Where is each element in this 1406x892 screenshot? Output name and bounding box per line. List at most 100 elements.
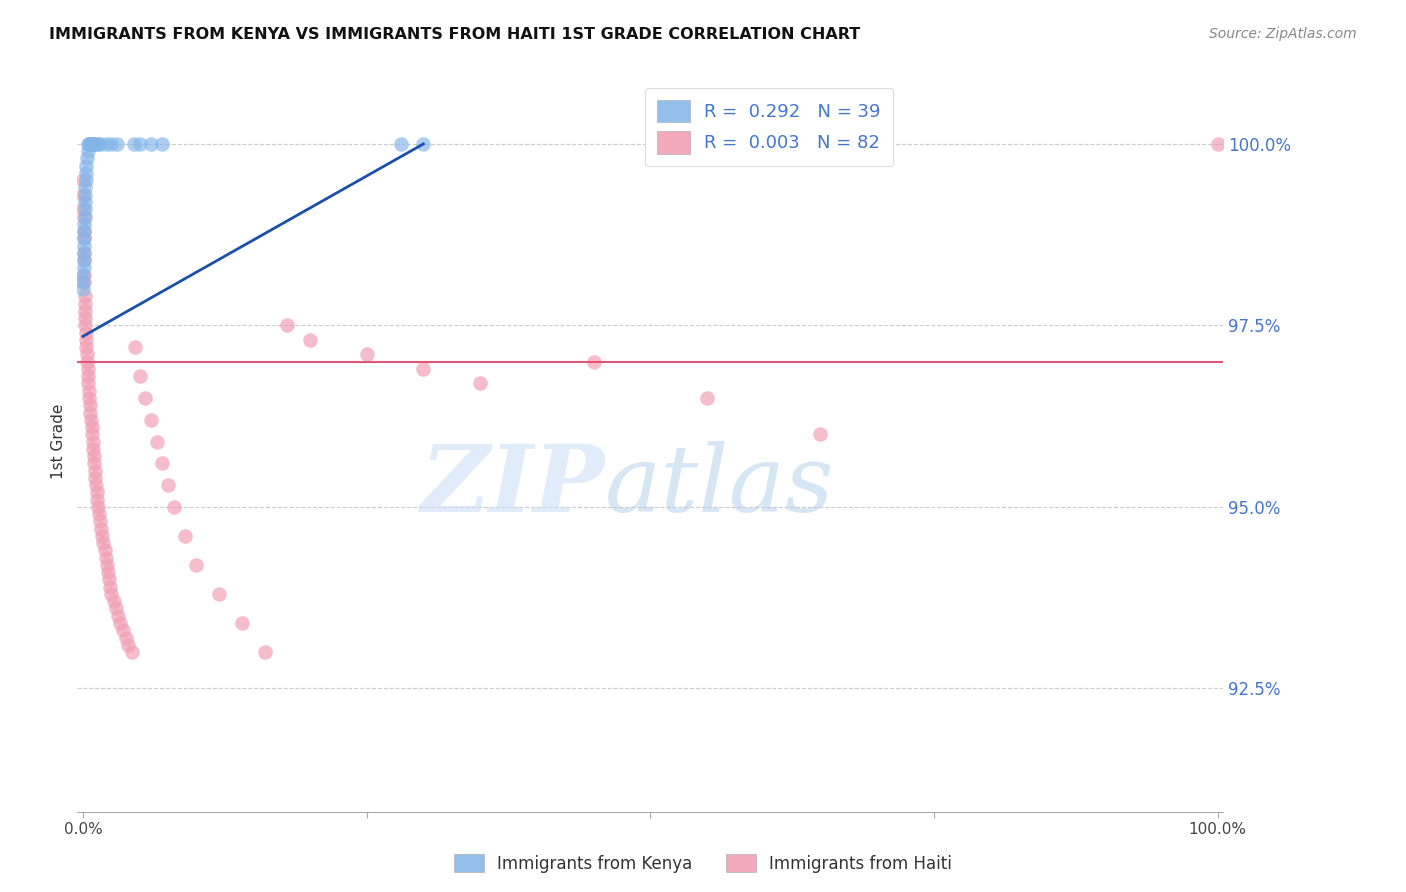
Point: [139, 413, 162, 427]
Point: [231, 615, 253, 630]
Point: [76, 145, 98, 159]
Point: [83, 136, 105, 151]
Point: [157, 478, 180, 492]
Point: [76, 354, 98, 368]
Point: [87, 507, 110, 521]
Point: [105, 136, 128, 151]
Point: [75, 173, 97, 187]
Point: [97, 565, 120, 579]
Point: [115, 631, 138, 645]
Point: [73, 231, 96, 245]
Point: [75, 180, 97, 194]
Legend: R =  0.292   N = 39, R =  0.003   N = 82: R = 0.292 N = 39, R = 0.003 N = 82: [644, 87, 893, 166]
Point: [80, 420, 103, 434]
Point: [84, 478, 107, 492]
Point: [89, 515, 111, 529]
Point: [111, 624, 134, 638]
Point: [103, 594, 125, 608]
Point: [83, 456, 105, 470]
Point: [1206, 136, 1229, 151]
Point: [77, 369, 100, 384]
Point: [412, 362, 434, 376]
Text: IMMIGRANTS FROM KENYA VS IMMIGRANTS FROM HAITI 1ST GRADE CORRELATION CHART: IMMIGRANTS FROM KENYA VS IMMIGRANTS FROM…: [49, 27, 860, 42]
Point: [79, 398, 101, 412]
Point: [80, 136, 103, 151]
Point: [91, 529, 114, 543]
Point: [87, 136, 110, 151]
Point: [73, 194, 96, 209]
Point: [73, 217, 96, 231]
Point: [298, 333, 321, 347]
Point: [73, 275, 96, 289]
Point: [77, 384, 100, 398]
Point: [79, 391, 101, 405]
Point: [75, 187, 97, 202]
Y-axis label: 1st Grade: 1st Grade: [51, 404, 66, 479]
Point: [128, 369, 150, 384]
Point: [73, 296, 96, 310]
Point: [389, 136, 412, 151]
Point: [87, 500, 110, 514]
Point: [76, 152, 98, 166]
Point: [72, 275, 94, 289]
Point: [810, 427, 832, 442]
Point: [582, 354, 605, 368]
Point: [134, 391, 156, 405]
Point: [75, 333, 97, 347]
Point: [121, 645, 143, 659]
Point: [75, 340, 97, 354]
Point: [80, 427, 103, 442]
Point: [82, 136, 104, 151]
Point: [73, 268, 96, 282]
Point: [84, 471, 107, 485]
Point: [152, 456, 174, 470]
Point: [94, 550, 117, 565]
Point: [79, 136, 101, 151]
Point: [253, 645, 276, 659]
Point: [76, 362, 98, 376]
Point: [86, 485, 108, 500]
Point: [84, 136, 107, 151]
Point: [72, 173, 94, 187]
Point: [77, 136, 100, 151]
Text: atlas: atlas: [605, 441, 834, 531]
Point: [412, 136, 434, 151]
Point: [73, 304, 96, 318]
Point: [110, 615, 132, 630]
Point: [72, 282, 94, 296]
Point: [93, 536, 115, 550]
Legend: Immigrants from Kenya, Immigrants from Haiti: Immigrants from Kenya, Immigrants from H…: [447, 847, 959, 880]
Point: [75, 318, 97, 333]
Point: [208, 587, 231, 601]
Point: [82, 442, 104, 456]
Point: [84, 464, 107, 478]
Point: [83, 449, 105, 463]
Point: [98, 573, 121, 587]
Point: [73, 224, 96, 238]
Point: [86, 492, 108, 507]
Point: [107, 608, 129, 623]
Point: [73, 245, 96, 260]
Point: [75, 311, 97, 326]
Point: [90, 522, 112, 536]
Point: [80, 136, 103, 151]
Point: [72, 268, 94, 282]
Point: [276, 318, 298, 333]
Point: [73, 231, 96, 245]
Point: [186, 558, 208, 572]
Point: [73, 253, 96, 268]
Text: Source: ZipAtlas.com: Source: ZipAtlas.com: [1209, 27, 1357, 41]
Point: [356, 347, 378, 361]
Point: [93, 543, 115, 558]
Point: [73, 210, 96, 224]
Point: [117, 638, 139, 652]
Point: [75, 166, 97, 180]
Point: [94, 136, 117, 151]
Point: [75, 326, 97, 340]
Point: [73, 245, 96, 260]
Point: [80, 413, 103, 427]
Point: [122, 136, 145, 151]
Point: [72, 187, 94, 202]
Point: [73, 289, 96, 303]
Point: [76, 347, 98, 361]
